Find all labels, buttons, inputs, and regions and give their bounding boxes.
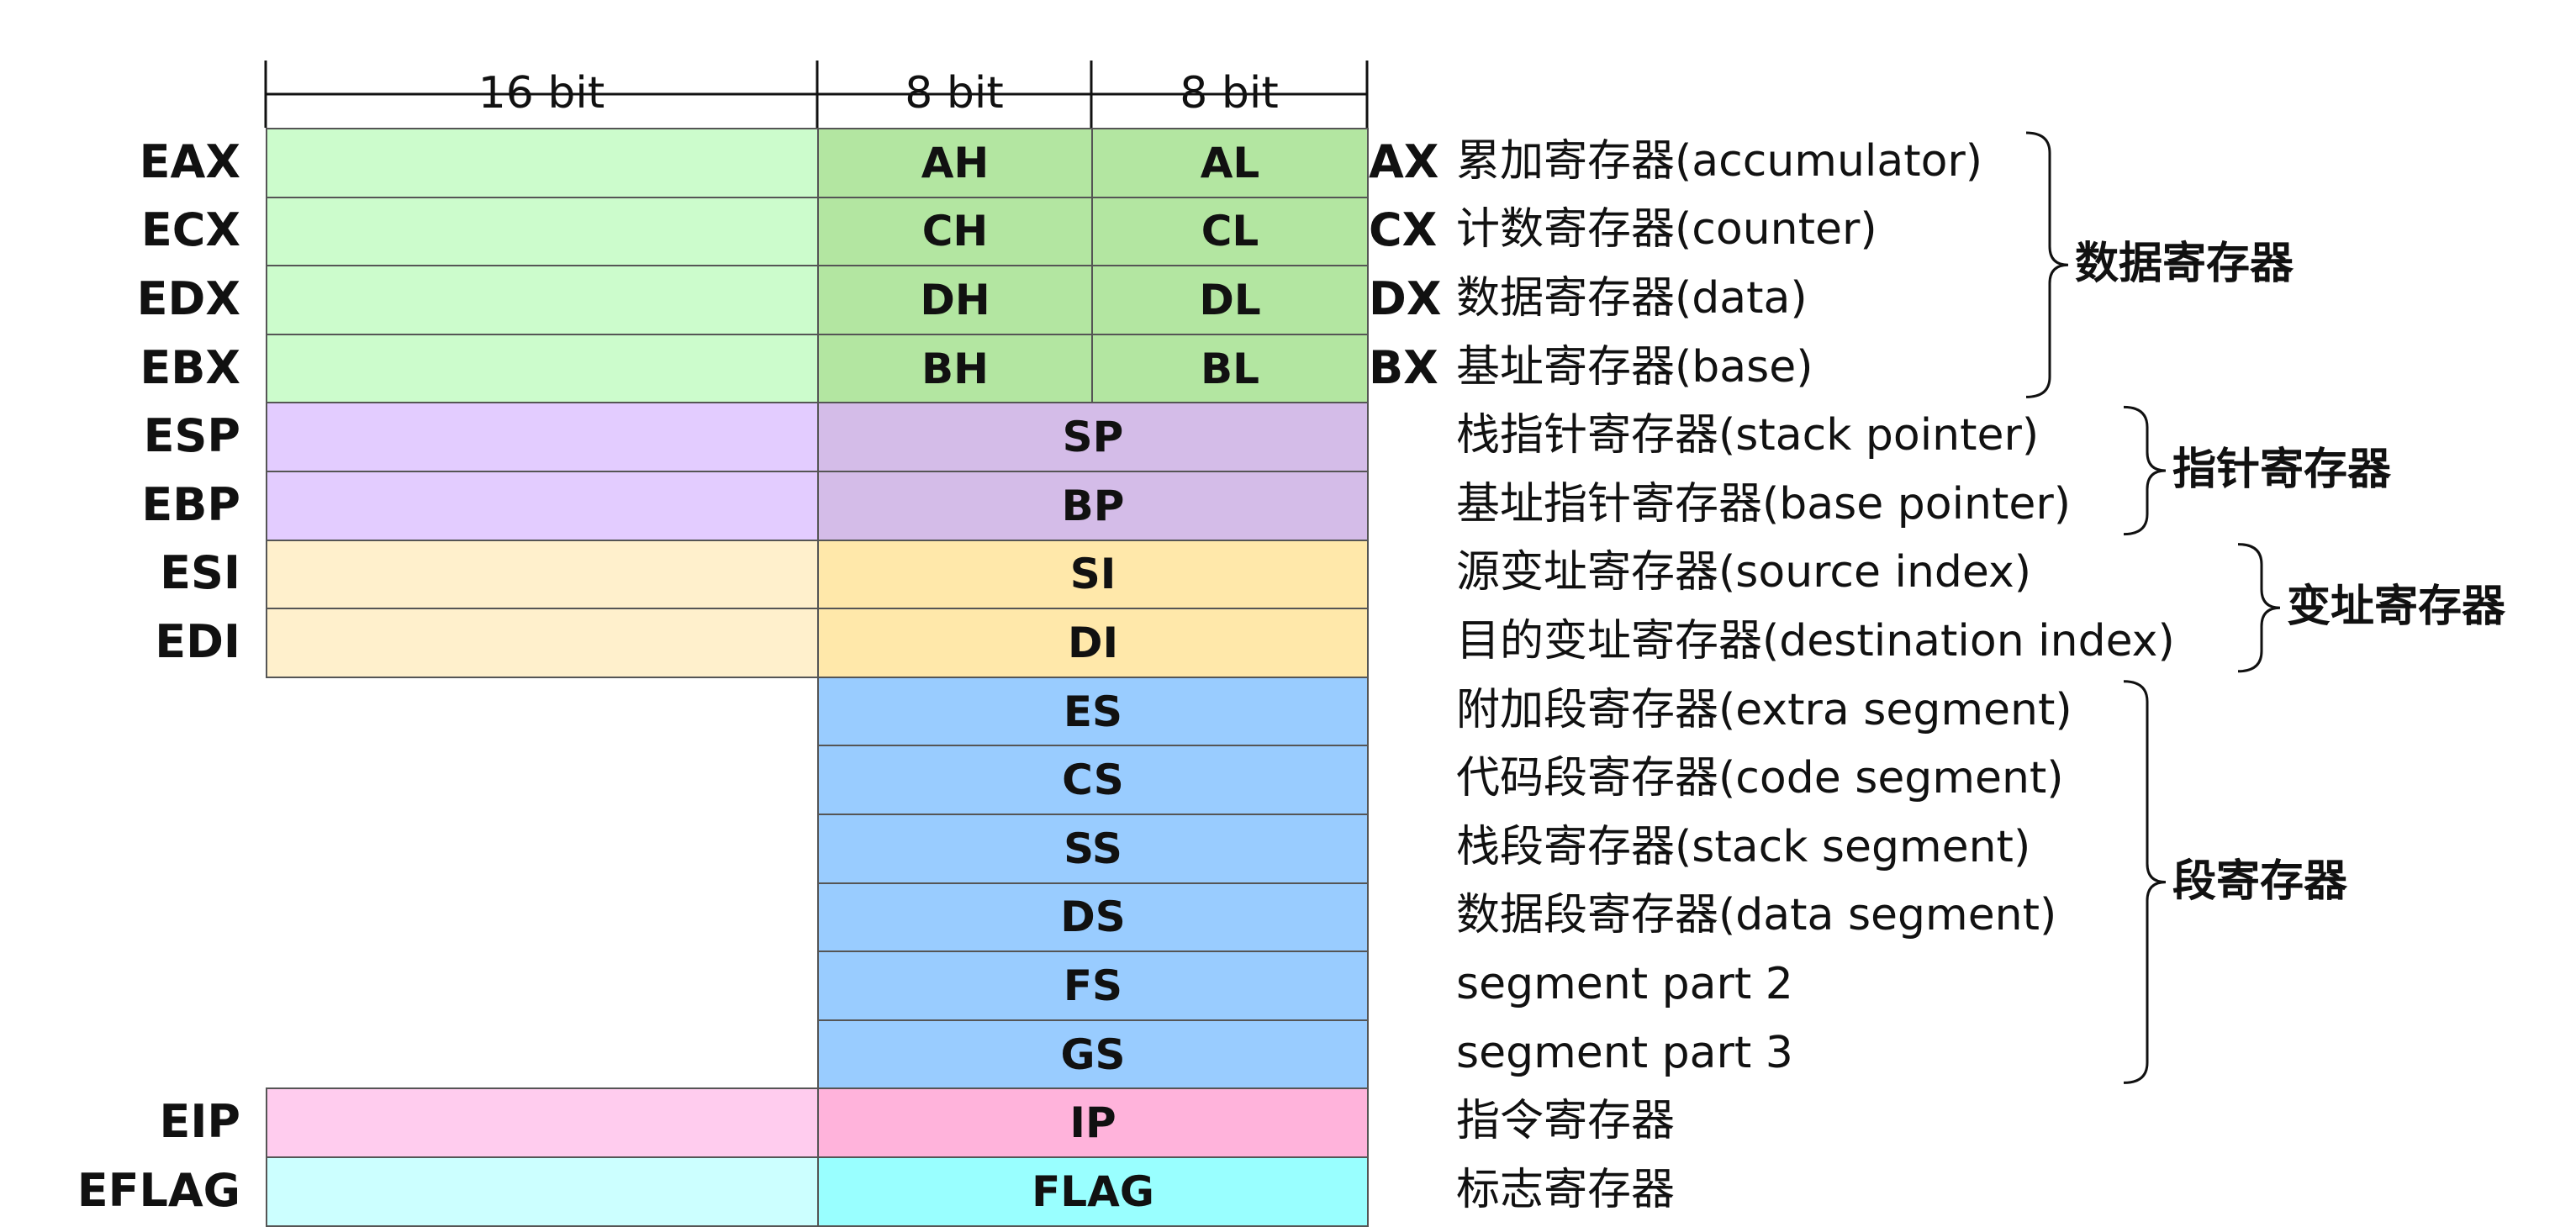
register-description-5: 基址指针寄存器(base pointer) — [1456, 478, 2072, 529]
register-description-3: 基址寄存器(base) — [1456, 341, 1813, 392]
register-name-ebp: EBP — [141, 477, 240, 531]
register-cell-0-h8: AH — [817, 128, 1093, 198]
group-label-2: 变址寄存器 — [2287, 582, 2506, 633]
register-description-9: 代码段寄存器(code segment) — [1456, 753, 2064, 804]
register-description-14: 指令寄存器 — [1456, 1096, 1676, 1147]
register-description-11: 数据段寄存器(data segment) — [1456, 890, 2057, 941]
register-cell-14-low16: IP — [817, 1087, 1369, 1158]
register-cell-3-h8: BH — [817, 333, 1093, 404]
group-brace-1 — [2123, 405, 2167, 536]
register-description-7: 目的变址寄存器(destination index) — [1456, 616, 2175, 666]
register-cell-4-high — [266, 402, 819, 472]
register-name-eip: EIP — [159, 1095, 240, 1149]
register-description-12: segment part 2 — [1456, 959, 1793, 1009]
register-name-edx: EDX — [136, 272, 240, 325]
register-cell-2-l8: DL — [1091, 265, 1369, 335]
register-cell-6-low16: SI — [817, 539, 1369, 610]
group-brace-2 — [2237, 543, 2281, 673]
register-cell-5-low16: BP — [817, 471, 1369, 541]
register-cell-7-high — [266, 608, 819, 678]
register-description-8: 附加段寄存器(extra segment) — [1456, 684, 2072, 735]
register-short-cx: CX — [1369, 203, 1438, 257]
register-name-ebx: EBX — [140, 340, 240, 394]
register-short-ax: AX — [1369, 134, 1439, 188]
register-cell-1-high — [266, 196, 819, 267]
register-description-15: 标志寄存器 — [1456, 1164, 1676, 1215]
register-description-10: 栈段寄存器(stack segment) — [1456, 821, 2031, 872]
register-cell-1-l8: CL — [1091, 196, 1369, 267]
register-name-esp: ESP — [143, 409, 240, 463]
register-short-dx: DX — [1369, 272, 1442, 325]
register-cell-2-high — [266, 265, 819, 335]
group-label-3: 段寄存器 — [2172, 856, 2348, 907]
register-description-13: segment part 3 — [1456, 1027, 1793, 1078]
group-brace-0 — [2025, 131, 2069, 398]
register-short-bx: BX — [1369, 340, 1438, 394]
register-description-4: 栈指针寄存器(stack pointer) — [1456, 410, 2040, 461]
register-name-eflag: EFLAG — [77, 1163, 240, 1217]
register-name-ecx: ECX — [140, 203, 240, 257]
register-name-eax: EAX — [139, 134, 240, 188]
register-cell-3-l8: BL — [1091, 333, 1369, 404]
register-name-edi: EDI — [155, 615, 240, 668]
register-name-esi: ESI — [160, 546, 240, 600]
register-description-6: 源变址寄存器(source index) — [1456, 547, 2032, 598]
register-description-0: 累加寄存器(accumulator) — [1456, 135, 1983, 187]
register-cell-1-h8: CH — [817, 196, 1093, 267]
register-cell-14-high — [266, 1087, 819, 1158]
register-description-2: 数据寄存器(data) — [1456, 273, 1808, 324]
register-cell-4-low16: SP — [817, 402, 1369, 472]
group-brace-3 — [2123, 680, 2167, 1084]
register-cell-2-h8: DH — [817, 265, 1093, 335]
group-label-1: 指针寄存器 — [2172, 445, 2392, 495]
register-cell-10-low16: SS — [817, 814, 1369, 884]
register-description-1: 计数寄存器(counter) — [1456, 204, 1877, 255]
register-cell-6-high — [266, 539, 819, 610]
register-cell-11-low16: DS — [817, 882, 1369, 953]
register-cell-7-low16: DI — [817, 608, 1369, 678]
group-label-0: 数据寄存器 — [2075, 239, 2294, 290]
